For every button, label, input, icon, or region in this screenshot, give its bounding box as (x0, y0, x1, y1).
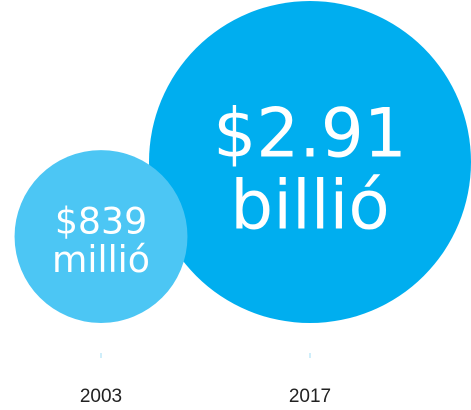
bubble-2017-value-label: $2.91 (213, 94, 407, 173)
bubble-2017 (149, 1, 471, 323)
bubble-2003 (14, 150, 188, 323)
category-label-2017: 2017 (289, 386, 331, 407)
category-label-2003: 2003 (80, 386, 122, 407)
bubble-2003-value-label: $839 (55, 200, 147, 243)
bubble-2003-unit-label: millió (52, 238, 150, 281)
bubble-2017-unit-label: billió (230, 165, 389, 244)
